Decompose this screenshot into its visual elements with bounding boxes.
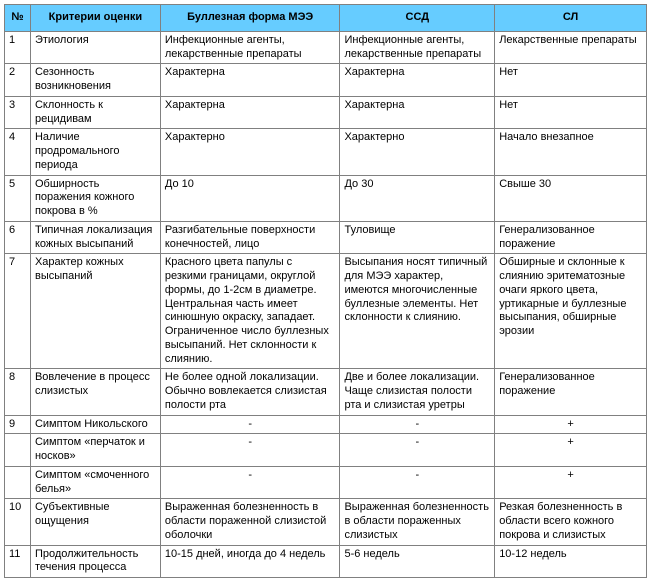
cell-num: 6 <box>5 221 31 254</box>
cell-criteria: Симптом Никольского <box>30 415 160 434</box>
table-row: 6Типичная локализация кожных высыпанийРа… <box>5 221 647 254</box>
cell-criteria: Субъективные ощущения <box>30 499 160 545</box>
cell-ssd: - <box>340 434 495 467</box>
cell-mee: Характерна <box>160 96 340 129</box>
cell-num: 7 <box>5 254 31 369</box>
col-header-ssd: ССД <box>340 5 495 32</box>
cell-mee: До 10 <box>160 175 340 221</box>
cell-ssd: Характерно <box>340 129 495 175</box>
table-row: 1ЭтиологияИнфекционные агенты, лекарстве… <box>5 31 647 64</box>
cell-criteria: Обширность поражения кожного покрова в % <box>30 175 160 221</box>
cell-sl: Лекарственные препараты <box>495 31 647 64</box>
cell-ssd: - <box>340 415 495 434</box>
cell-criteria: Вовлечение в процесс слизистых <box>30 369 160 415</box>
cell-num: 11 <box>5 545 31 578</box>
cell-num <box>5 434 31 467</box>
cell-criteria: Склонность к рецидивам <box>30 96 160 129</box>
col-header-crit: Критерии оценки <box>30 5 160 32</box>
cell-mee: Не более одной локализации. Обычно вовле… <box>160 369 340 415</box>
cell-ssd: До 30 <box>340 175 495 221</box>
cell-ssd: - <box>340 466 495 499</box>
cell-sl: Резкая болезненность в области всего кож… <box>495 499 647 545</box>
table-row: 2Сезонность возникновенияХарактернаХарак… <box>5 64 647 97</box>
cell-num: 1 <box>5 31 31 64</box>
cell-mee: Характерна <box>160 64 340 97</box>
cell-mee: - <box>160 434 340 467</box>
cell-criteria: Типичная локализация кожных высыпаний <box>30 221 160 254</box>
cell-criteria: Симптом «смоченного белья» <box>30 466 160 499</box>
header-row: № Критерии оценки Буллезная форма МЭЭ СС… <box>5 5 647 32</box>
cell-ssd: Две и более локализации. Чаще слизистая … <box>340 369 495 415</box>
cell-sl: Нет <box>495 64 647 97</box>
cell-sl: Начало внезапное <box>495 129 647 175</box>
col-header-num: № <box>5 5 31 32</box>
comparison-table: № Критерии оценки Буллезная форма МЭЭ СС… <box>4 4 647 578</box>
cell-ssd: Выраженная болезненность в области пораж… <box>340 499 495 545</box>
cell-criteria: Продолжительность течения процесса <box>30 545 160 578</box>
cell-criteria: Этиология <box>30 31 160 64</box>
table-row: 3Склонность к рецидивамХарактернаХаракте… <box>5 96 647 129</box>
col-header-sl: СЛ <box>495 5 647 32</box>
table-row: 10Субъективные ощущенияВыраженная болезн… <box>5 499 647 545</box>
cell-mee: 10-15 дней, иногда до 4 недель <box>160 545 340 578</box>
cell-num <box>5 466 31 499</box>
cell-mee: Характерно <box>160 129 340 175</box>
cell-sl: + <box>495 434 647 467</box>
cell-num: 8 <box>5 369 31 415</box>
cell-num: 4 <box>5 129 31 175</box>
cell-ssd: Характерна <box>340 96 495 129</box>
cell-criteria: Сезонность возникновения <box>30 64 160 97</box>
cell-sl: Свыше 30 <box>495 175 647 221</box>
cell-criteria: Характер кожных высыпаний <box>30 254 160 369</box>
cell-sl: + <box>495 466 647 499</box>
cell-ssd: 5-6 недель <box>340 545 495 578</box>
cell-mee: Разгибательные поверхности конечностей, … <box>160 221 340 254</box>
table-row: 11Продолжительность течения процесса10-1… <box>5 545 647 578</box>
table-row: 9Симптом Никольского--+ <box>5 415 647 434</box>
cell-mee: Красного цвета папулы с резкими границам… <box>160 254 340 369</box>
cell-mee: - <box>160 466 340 499</box>
cell-sl: 10-12 недель <box>495 545 647 578</box>
cell-ssd: Инфекционные агенты, лекарственные препа… <box>340 31 495 64</box>
table-row: 5Обширность поражения кожного покрова в … <box>5 175 647 221</box>
table-row: 4Наличие продромального периодаХарактерн… <box>5 129 647 175</box>
cell-sl: + <box>495 415 647 434</box>
table-body: 1ЭтиологияИнфекционные агенты, лекарстве… <box>5 31 647 577</box>
table-row: Симптом «перчаток и носков»--+ <box>5 434 647 467</box>
cell-ssd: Туловище <box>340 221 495 254</box>
cell-sl: Обширные и склонные к слиянию эритематоз… <box>495 254 647 369</box>
table-row: 7Характер кожных высыпанийКрасного цвета… <box>5 254 647 369</box>
cell-num: 5 <box>5 175 31 221</box>
cell-ssd: Высыпания носят типичный для МЭЭ характе… <box>340 254 495 369</box>
cell-sl: Генерализованное поражение <box>495 369 647 415</box>
cell-num: 3 <box>5 96 31 129</box>
cell-mee: Инфекционные агенты, лекарственные препа… <box>160 31 340 64</box>
cell-num: 9 <box>5 415 31 434</box>
col-header-mee: Буллезная форма МЭЭ <box>160 5 340 32</box>
cell-sl: Генерализованное поражение <box>495 221 647 254</box>
cell-criteria: Симптом «перчаток и носков» <box>30 434 160 467</box>
cell-sl: Нет <box>495 96 647 129</box>
table-row: Симптом «смоченного белья»--+ <box>5 466 647 499</box>
cell-criteria: Наличие продромального периода <box>30 129 160 175</box>
cell-mee: Выраженная болезненность в области пораж… <box>160 499 340 545</box>
cell-mee: - <box>160 415 340 434</box>
cell-ssd: Характерна <box>340 64 495 97</box>
cell-num: 10 <box>5 499 31 545</box>
table-row: 8Вовлечение в процесс слизистыхНе более … <box>5 369 647 415</box>
cell-num: 2 <box>5 64 31 97</box>
